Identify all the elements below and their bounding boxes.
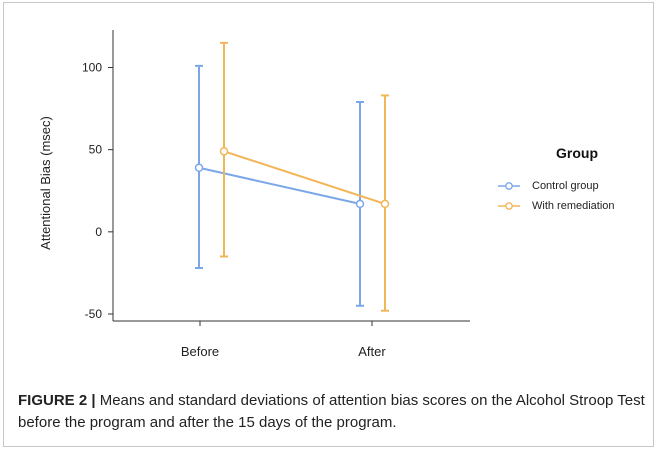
figure-frame xyxy=(3,2,654,447)
data-point-control-group xyxy=(355,199,365,209)
data-point-control-group xyxy=(194,163,204,172)
legend-title: Group xyxy=(556,145,598,161)
legend-label: Control group xyxy=(532,180,599,192)
legend-item-with-remediation: With remediation xyxy=(498,198,615,214)
legend-swatch-icon xyxy=(498,202,520,210)
legend-label: With remediation xyxy=(532,200,615,212)
y-axis-label: Attentional Bias (msec) xyxy=(38,116,53,250)
x-tick-label: After xyxy=(358,344,386,359)
figure-caption: FIGURE 2 | Means and standard deviations… xyxy=(18,390,648,434)
caption-text: Means and standard deviations of attenti… xyxy=(18,392,645,431)
chart-plot: 100 50 0 -50 Before After Attentional Bias (ms… xyxy=(38,30,470,359)
y-tick-label: -50 xyxy=(85,307,103,321)
y-tick-label: 50 xyxy=(89,143,103,157)
series-line-control-group xyxy=(198,166,361,205)
legend-item-control-group: Control group xyxy=(498,178,599,194)
y-tick-label: 0 xyxy=(95,225,102,239)
caption-label: FIGURE 2 | xyxy=(18,392,96,409)
y-tick-label: 100 xyxy=(82,61,102,75)
data-point-with-remediation xyxy=(380,199,390,209)
data-point-with-remediation xyxy=(219,147,229,156)
x-tick-label: Before xyxy=(181,344,219,359)
series-line-with-remediation xyxy=(223,150,386,205)
legend-swatch-icon xyxy=(498,182,520,190)
